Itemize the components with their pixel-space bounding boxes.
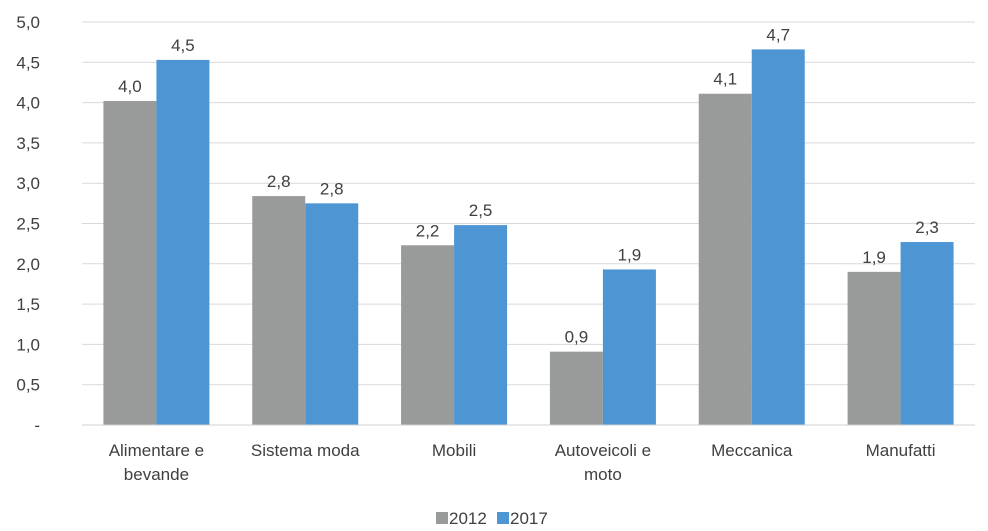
legend-label: 2017 <box>510 509 548 528</box>
category-label: Manufatti <box>866 441 936 460</box>
y-tick-label: 2,0 <box>16 255 40 274</box>
y-tick-label: 4,5 <box>16 53 40 72</box>
category-label: bevande <box>124 465 189 484</box>
bar-2012 <box>549 351 603 425</box>
bar-2017 <box>751 49 805 426</box>
data-label: 1,9 <box>862 248 886 267</box>
bar-2017 <box>454 225 508 425</box>
data-label: 4,1 <box>713 70 737 89</box>
bar-2012 <box>698 93 752 425</box>
data-label: 2,8 <box>320 179 344 198</box>
bar-2017 <box>305 203 359 425</box>
y-tick-label: 1,5 <box>16 295 40 314</box>
y-axis-tick-labels: - 0,5 1,0 1,5 2,0 2,5 3,0 3,5 4,0 4,5 5,0 <box>16 13 40 435</box>
data-label: 2,2 <box>416 221 440 240</box>
category-label: moto <box>584 465 622 484</box>
data-labels: 4,0 4,5 2,8 2,8 2,2 2,5 0,9 1,9 4,1 4,7 1,9 2,3 <box>118 25 939 346</box>
y-tick-label: 0,5 <box>16 376 40 395</box>
y-tick-label: 2,5 <box>16 215 40 234</box>
bars <box>103 49 954 426</box>
category-label: Mobili <box>432 441 476 460</box>
category-labels: Alimentare e bevande Sistema moda Mobili Aut… <box>109 441 936 484</box>
bar-2012 <box>847 271 901 425</box>
legend-label: 2012 <box>449 509 487 528</box>
data-label: 1,9 <box>618 245 642 264</box>
bar-2012 <box>252 196 306 425</box>
y-tick-label: 3,0 <box>16 174 40 193</box>
category-label: Meccanica <box>711 441 793 460</box>
legend: 2012 2017 <box>436 509 548 528</box>
data-label: 4,0 <box>118 77 142 96</box>
y-tick-label: 1,0 <box>16 335 40 354</box>
legend-swatch <box>436 512 448 524</box>
y-tick-label: 5,0 <box>16 13 40 32</box>
legend-swatch <box>497 512 509 524</box>
category-label: Autoveicoli e <box>555 441 651 460</box>
data-label: 0,9 <box>565 328 589 347</box>
bar-2017 <box>156 59 210 426</box>
category-label: Alimentare e <box>109 441 204 460</box>
data-label: 4,5 <box>171 36 195 55</box>
data-label: 4,7 <box>766 25 790 44</box>
y-tick-label: 4,0 <box>16 94 40 113</box>
y-tick-label: 3,5 <box>16 134 40 153</box>
data-label: 2,8 <box>267 172 291 191</box>
bar-2012 <box>401 245 455 425</box>
bar-2017 <box>602 269 656 425</box>
gridlines <box>82 21 975 386</box>
data-label: 2,3 <box>915 218 939 237</box>
bar-2017 <box>900 242 954 425</box>
data-label: 2,5 <box>469 201 493 220</box>
category-label: Sistema moda <box>251 441 360 460</box>
y-tick-label: - <box>34 416 40 435</box>
bar-2012 <box>103 100 157 425</box>
